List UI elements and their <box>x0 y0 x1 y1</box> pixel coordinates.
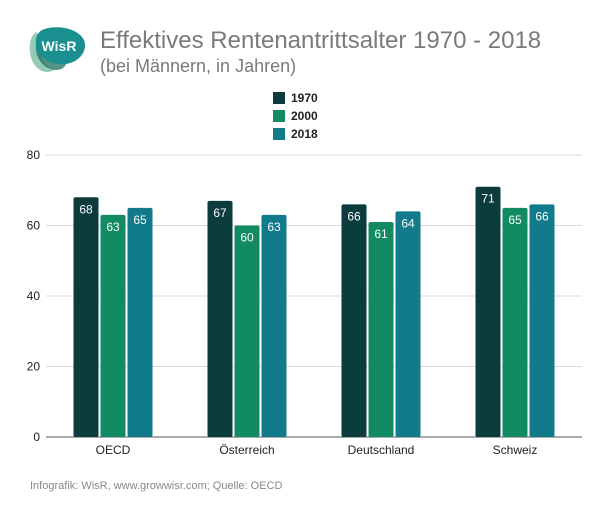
data-label: 66 <box>347 209 361 223</box>
bar <box>127 207 153 437</box>
logo-shape-icon <box>29 27 86 72</box>
bar <box>73 197 99 437</box>
x-tick-label: OECD <box>96 443 131 457</box>
legend-label: 1970 <box>291 91 318 105</box>
legend-swatch <box>273 92 285 104</box>
x-tick-label: Österreich <box>219 443 274 457</box>
data-label: 60 <box>240 231 254 245</box>
data-label: 61 <box>374 227 388 241</box>
chart-title: Effektives Rentenantrittsalter 1970 - 20… <box>100 27 542 54</box>
bar <box>368 221 394 437</box>
data-label: 66 <box>535 209 549 223</box>
legend-label: 2000 <box>291 109 318 123</box>
y-tick-label: 0 <box>33 430 40 444</box>
wisr-logo: WisR <box>29 27 86 72</box>
source-note: Infografik: WisR, www.growwisr.com; Quel… <box>30 480 283 492</box>
bar <box>341 204 367 437</box>
data-label: 65 <box>508 213 522 227</box>
bar <box>529 204 555 437</box>
data-label: 63 <box>267 220 281 234</box>
bar <box>502 207 528 437</box>
chart-subtitle: (bei Männern, in Jahren) <box>100 56 297 76</box>
y-tick-label: 40 <box>27 289 41 303</box>
bar <box>100 214 126 437</box>
data-label: 68 <box>79 202 93 216</box>
x-tick-label: Schweiz <box>493 443 538 457</box>
legend-swatch <box>273 128 285 140</box>
legend-swatch <box>273 110 285 122</box>
data-label: 71 <box>481 192 495 206</box>
legend-label: 2018 <box>291 127 318 141</box>
data-label: 65 <box>133 213 147 227</box>
y-tick-label: 60 <box>27 219 41 233</box>
data-label: 63 <box>106 220 120 234</box>
bar <box>395 211 421 437</box>
data-label: 64 <box>401 216 415 230</box>
bar <box>207 200 233 437</box>
bar <box>261 214 287 437</box>
data-label: 67 <box>213 206 227 220</box>
logo-text: WisR <box>42 38 77 54</box>
y-tick-label: 80 <box>27 148 41 162</box>
bar <box>234 225 260 437</box>
bar <box>475 186 501 437</box>
x-tick-label: Deutschland <box>348 443 415 457</box>
y-tick-label: 20 <box>27 360 41 374</box>
